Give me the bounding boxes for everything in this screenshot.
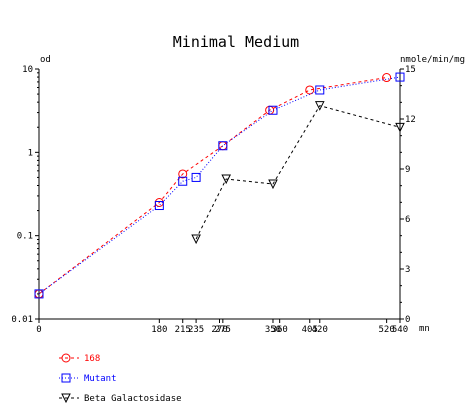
- x-tick-label: 360: [272, 325, 288, 335]
- y-axis-left-label: od: [40, 55, 51, 65]
- legend-label: Beta Galactosidase: [84, 394, 182, 404]
- series-line: [38, 76, 401, 295]
- data-point-circle: [178, 169, 188, 179]
- x-tick-label: 215: [175, 325, 191, 335]
- data-point-triangle: [221, 174, 231, 185]
- data-point-triangle: [314, 101, 325, 111]
- x-tick-label: 405: [302, 325, 318, 335]
- x-tick-label: 275: [215, 325, 231, 335]
- data-point-square: [61, 373, 71, 383]
- chart-title: Minimal Medium: [173, 33, 299, 51]
- x-tick-label: 350: [265, 325, 281, 335]
- y-axis-left-ticks: 0.01 0.1 1 10: [11, 65, 39, 325]
- legend-label: 168: [84, 354, 100, 364]
- y-right-tick-label: 12: [405, 115, 416, 125]
- x-tick-label: 420: [312, 325, 328, 335]
- y-right-tick-label: 6: [405, 215, 410, 225]
- series-line: [38, 77, 387, 295]
- x-tick-label: 270: [211, 325, 227, 335]
- data-point-circle: [61, 353, 71, 363]
- y-axis-right-ticks: 0 3 6 9 12 15: [400, 65, 416, 325]
- data-point-square: [154, 201, 164, 211]
- y-left-tick-label: 10: [22, 65, 33, 75]
- series-line: [195, 105, 401, 240]
- y-right-tick-label: 0: [405, 315, 410, 325]
- legend-label: Mutant: [84, 374, 117, 384]
- legend: 168 Mutant Beta Galactosidase: [59, 353, 182, 404]
- y-right-tick-label: 9: [405, 165, 410, 175]
- y-axis-right-label: nmole/min/mg: [400, 55, 465, 65]
- data-point-square: [315, 85, 325, 95]
- data-point-triangle: [61, 393, 71, 404]
- y-left-tick-label: 0.1: [17, 232, 33, 242]
- data-point-triangle: [191, 234, 201, 245]
- data-point-circle: [305, 85, 315, 95]
- x-tick-label: 540: [392, 325, 408, 335]
- data-point-square: [268, 105, 278, 115]
- x-tick-label: 180: [151, 325, 167, 335]
- data-point-triangle: [395, 122, 405, 133]
- data-point-circle: [382, 73, 392, 83]
- data-point-square: [218, 141, 228, 151]
- data-point-triangle: [268, 179, 278, 190]
- data-point-square: [34, 289, 44, 299]
- data-point-square: [395, 72, 405, 82]
- x-tick-label: 520: [378, 325, 394, 335]
- y-right-tick-label: 15: [405, 65, 416, 75]
- x-tick-label: 0: [36, 325, 41, 335]
- data-point-square: [178, 176, 188, 186]
- x-tick-label: 235: [188, 325, 204, 335]
- data-point-square: [191, 172, 201, 182]
- series-layer: [34, 72, 405, 299]
- y-left-tick-label: 0.01: [11, 315, 33, 325]
- y-right-tick-label: 3: [405, 265, 410, 275]
- y-left-tick-label: 1: [28, 148, 33, 158]
- x-axis-label: mn: [419, 324, 430, 334]
